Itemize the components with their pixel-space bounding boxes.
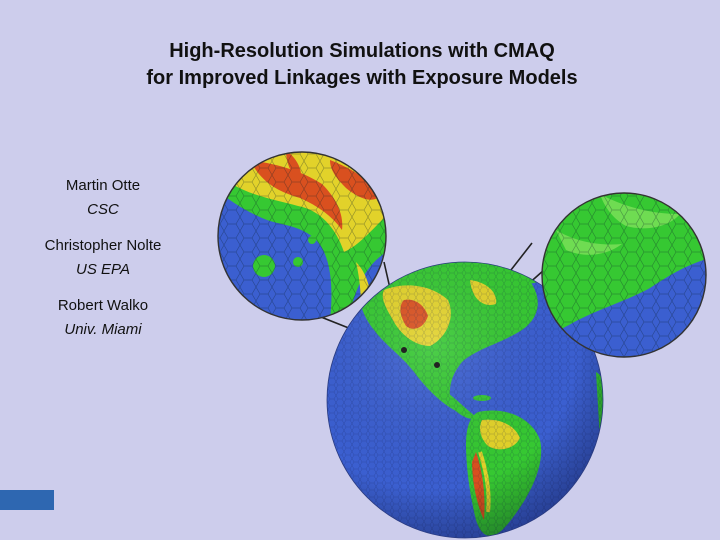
author-affiliation: Univ. Miami [64, 321, 142, 338]
author-name: Robert Walko [57, 297, 149, 314]
author-affiliation: US EPA [76, 261, 130, 278]
author-list: Martin Otte CSC Christopher Nolte US EPA… [28, 174, 178, 354]
slide-title: High-Resolution Simulations with CMAQ fo… [0, 38, 720, 92]
author-affiliation: CSC [87, 201, 119, 218]
zoom-inset-right [541, 192, 707, 358]
author-name: Martin Otte [65, 177, 141, 194]
author-entry: Christopher Nolte US EPA [28, 234, 178, 282]
globe-image [326, 261, 604, 539]
zoom-point-marker [401, 347, 407, 353]
author-entry: Martin Otte CSC [28, 174, 178, 222]
zoom-inset-left [217, 151, 387, 321]
author-name: Christopher Nolte [44, 237, 162, 254]
title-line-1: High-Resolution Simulations with CMAQ [169, 40, 555, 62]
zoom-point-marker [434, 362, 440, 368]
accent-bar [0, 490, 54, 510]
author-entry: Robert Walko Univ. Miami [28, 294, 178, 342]
title-line-2: for Improved Linkages with Exposure Mode… [146, 67, 578, 89]
